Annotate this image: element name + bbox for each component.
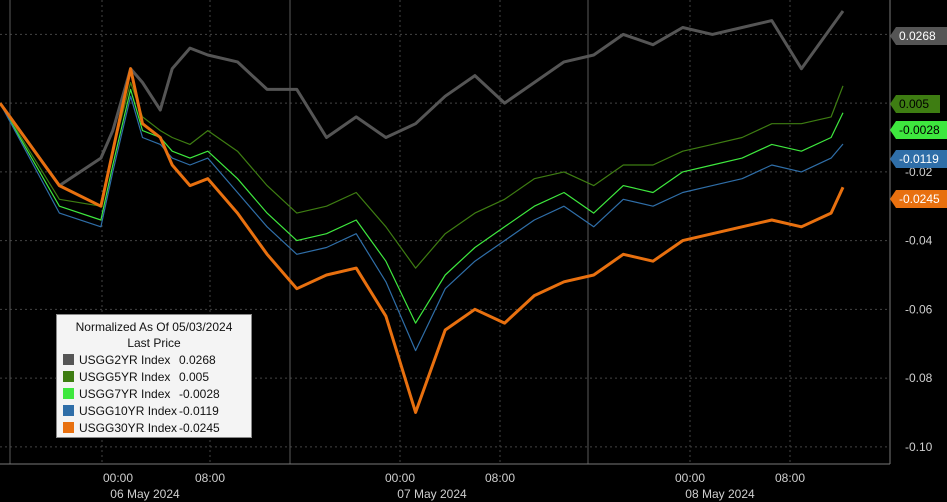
tag-background [890, 121, 947, 139]
legend-swatch [63, 371, 74, 382]
legend: Normalized As Of 05/03/2024 Last Price U… [56, 314, 252, 438]
series-line-3 [0, 88, 844, 324]
last-price-tags: 0.0268 0.005 -0.0028 -0.0119 -0.0245 [890, 27, 947, 208]
tag-background [890, 27, 947, 45]
legend-entry: USGG7YR Index -0.0028 [63, 385, 245, 402]
legend-entry: USGG2YR Index 0.0268 [63, 351, 245, 368]
y-tick-label: -0.04 [905, 234, 933, 248]
legend-series-name: USGG10YR Index [79, 403, 178, 418]
series-line-5 [0, 67, 845, 414]
legend-series-name: USGG2YR Index [79, 352, 171, 367]
date-label: 07 May 2024 [397, 487, 467, 501]
legend-swatch [63, 354, 74, 365]
tag-value: 0.0268 [899, 29, 936, 43]
y-tick-label: -0.08 [905, 371, 933, 385]
x-tick-label: 00:00 [103, 471, 133, 485]
legend-last-price: -0.0245 [179, 420, 220, 435]
legend-entry: USGG5YR Index 0.005 [63, 368, 245, 385]
x-tick-label: 08:00 [195, 471, 225, 485]
y-tick-label: -0.02 [905, 165, 933, 179]
legend-swatch [63, 405, 74, 416]
x-tick-label: 00:00 [675, 471, 705, 485]
legend-title: Normalized As Of 05/03/2024 [75, 320, 233, 334]
y-axis: 0.020.00-0.02-0.04-0.06-0.08-0.10 [905, 27, 933, 453]
tag-background [890, 95, 940, 113]
legend-series-name: USGG5YR Index [79, 369, 171, 384]
y-tick-label: -0.06 [905, 302, 933, 316]
tag-value: -0.0028 [899, 123, 940, 137]
last-price-tag-5: -0.0245 [890, 190, 947, 208]
legend-last-price: -0.0028 [179, 386, 220, 401]
tag-background [890, 150, 947, 168]
y-tick-label: -0.10 [905, 440, 933, 454]
legend-last-price: -0.0119 [179, 403, 219, 418]
legend-entry: USGG10YR Index -0.0119 [63, 402, 245, 419]
legend-entry: USGG30YR Index -0.0245 [63, 419, 245, 436]
last-price-tag-2: 0.005 [890, 95, 940, 113]
legend-swatch [63, 422, 74, 433]
x-tick-label: 00:00 [385, 471, 415, 485]
date-label: 06 May 2024 [110, 487, 180, 501]
tag-background [890, 190, 947, 208]
series-line-4 [0, 95, 844, 352]
date-label: 08 May 2024 [685, 487, 755, 501]
legend-series-name: USGG7YR Index [79, 386, 171, 401]
series-line-2 [0, 81, 844, 269]
last-price-tag-1: 0.0268 [890, 27, 947, 45]
series-lines [0, 10, 845, 414]
legend-series-name: USGG30YR Index [79, 420, 178, 435]
x-axis: 00:00 08:00 00:00 08:00 00:00 08:00 06 May 202… [103, 471, 805, 501]
legend-subtitle: Last Price [127, 336, 181, 350]
tag-value: -0.0119 [899, 152, 939, 166]
legend-last-price: 0.005 [179, 369, 210, 384]
legend-last-price: 0.0268 [179, 352, 216, 367]
x-tick-label: 08:00 [775, 471, 805, 485]
legend-swatch [63, 388, 74, 399]
last-price-tag-3: -0.0028 [890, 121, 947, 139]
tag-value: -0.0245 [899, 192, 940, 206]
tag-value: 0.005 [899, 97, 929, 111]
last-price-tag-4: -0.0119 [890, 150, 947, 168]
x-tick-label: 08:00 [485, 471, 515, 485]
series-line-1 [0, 10, 845, 188]
